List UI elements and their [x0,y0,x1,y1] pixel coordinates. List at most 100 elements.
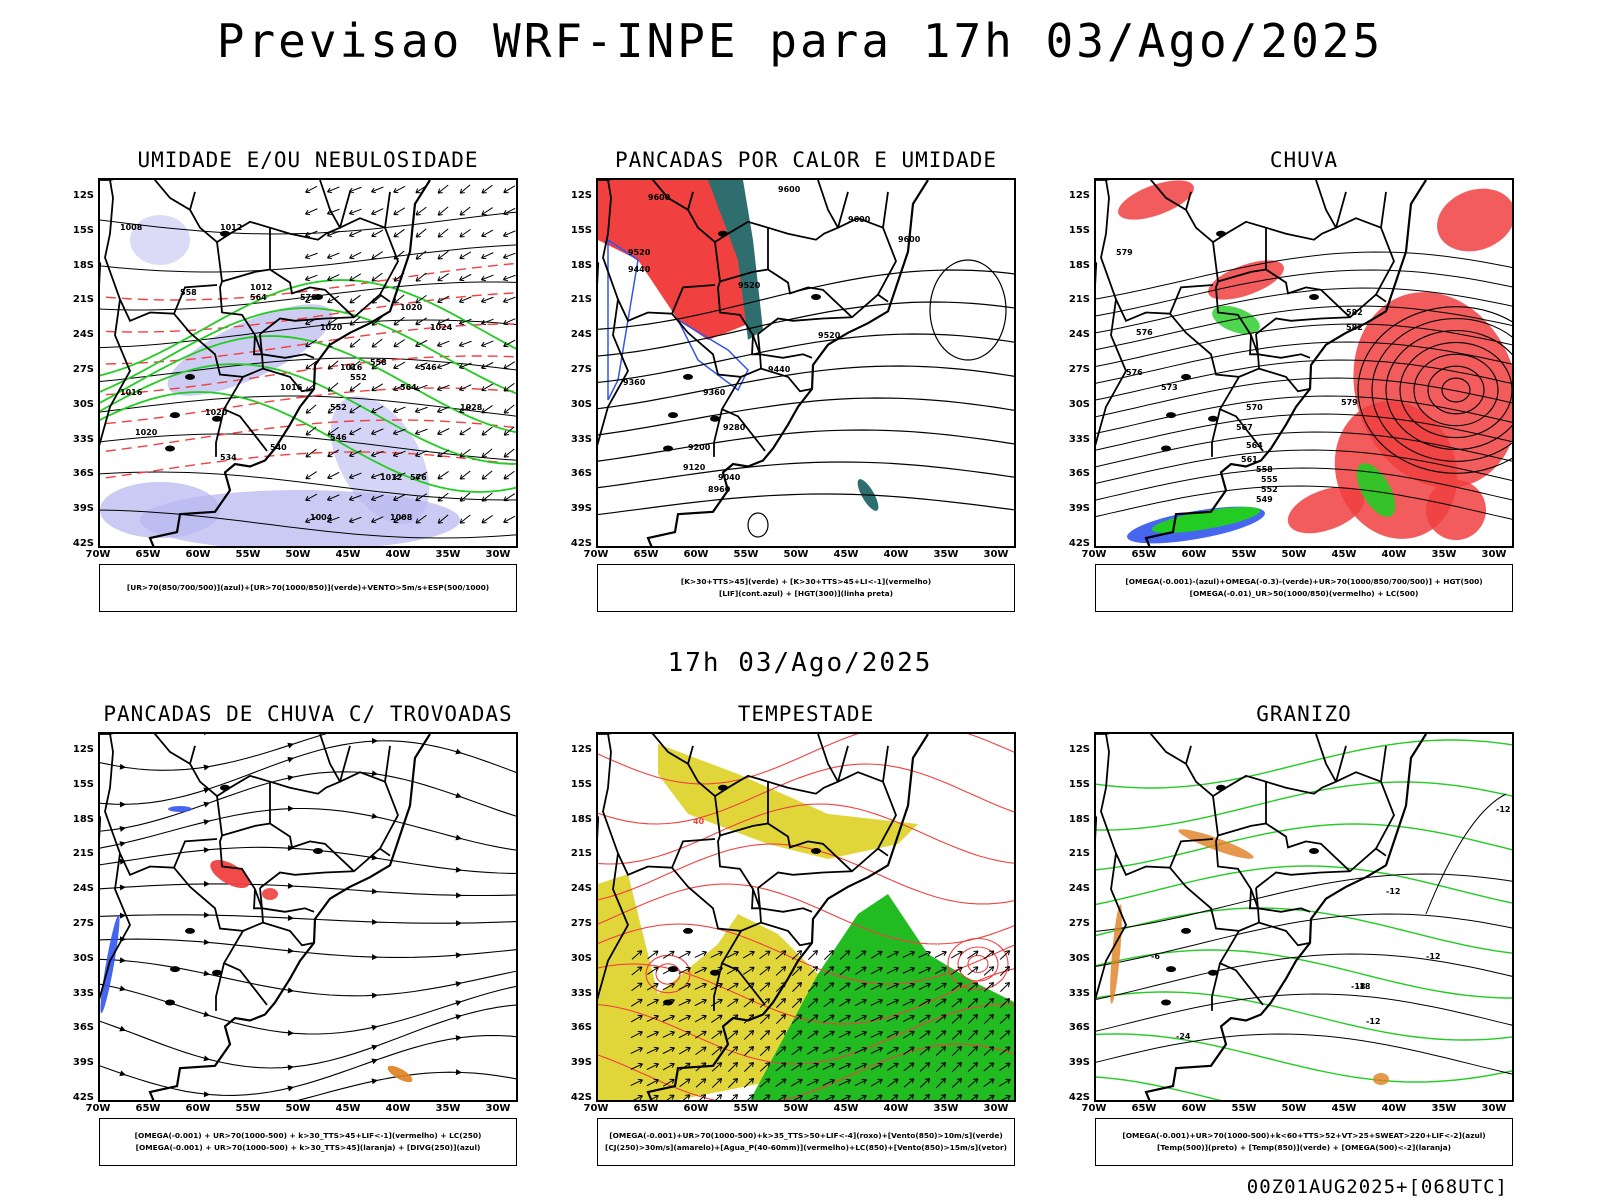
contour-label: 9360 [623,378,646,387]
border-line [269,227,355,318]
wind-vector [327,449,340,458]
lake [710,969,720,976]
wind-vector [838,1014,851,1023]
flow-arrow [287,805,294,812]
lat-tick-label: 27S [570,918,592,929]
wind-vector [838,1046,851,1054]
lon-tick-label: 70W [583,549,609,560]
wind-vector [503,404,515,414]
border-line [259,217,399,335]
wind-vector [678,966,691,974]
wind-vector [999,981,1011,993]
wind-vector [349,316,361,326]
wind-vector [919,1030,931,1040]
green-instability-area [708,180,763,340]
flow-arrow [119,1070,126,1077]
wind-vector [854,1078,867,1087]
humidity-blue-area [100,482,220,538]
contour-label: 582 [1346,323,1363,332]
wind-vector [791,965,803,976]
wind-vector [807,982,819,992]
flow-arrow [455,792,462,799]
contour-label: 1012 [220,223,242,232]
wind-vector [437,206,449,216]
border-line [671,867,742,932]
border-line [1258,921,1311,947]
lake [1216,230,1226,237]
wind-vector [502,252,516,260]
wind-vector [823,998,835,1008]
wind-vector [935,1062,947,1072]
wind-vector [436,384,450,392]
lon-tick-label: 50W [1281,549,1307,560]
wind-vector [983,1030,995,1040]
wind-vector [839,982,851,992]
wind-vector [458,340,472,348]
wind-vector [886,966,899,975]
flow-arrow [119,841,126,847]
temp500-black-contour [1096,993,1512,1032]
border-line [216,734,342,797]
wind-vector [630,1078,643,1086]
thickness-contour [100,419,516,453]
border-line [1211,962,1221,1011]
wind-vector [983,1013,995,1024]
border-line [1255,217,1395,335]
wind-vector [503,426,515,436]
lat-tick-label: 36S [1068,468,1090,480]
flow-arrow [203,1011,210,1017]
wind-vector [838,998,851,1007]
wind-vector [392,472,406,480]
wind-vector [414,428,428,436]
wind-vector [502,230,516,238]
lake [1208,415,1218,422]
wind-vector [935,1046,947,1056]
streamline [100,914,516,924]
wind-vector [870,950,883,959]
lon-tick-label: 30W [983,1103,1009,1114]
contour-label: 9520 [628,248,651,257]
wind-vector [371,405,384,414]
lat-tick-label: 33S [72,987,94,999]
wind-vector [630,998,643,1007]
wind-vector [742,950,755,959]
wind-vector [393,316,405,326]
wind-vector [662,1046,675,1055]
wind-vector [967,1094,979,1100]
east-coastline [1144,180,1427,546]
lake [1166,966,1176,973]
lon-tick-label: 35W [435,549,461,560]
flow-arrow [455,748,462,755]
wind-vector [998,1078,1011,1087]
contour-label: 558 [370,358,387,367]
fields: 40 [598,734,1014,1100]
legend-line: [OMEGA(-0.001)-(azul)+OMEGA(-0.3)-(verde… [1125,577,1483,586]
border-line [837,745,849,782]
lat-tick-label: 12S [570,190,592,201]
lake [165,999,175,1006]
wind-vector [662,1030,675,1038]
wind-vector [935,1077,947,1089]
wind-vector [934,950,947,959]
wind-vector [630,1094,643,1100]
border-line [100,853,131,1000]
lon-tick-label: 70W [85,549,111,560]
flow-arrow [287,882,294,889]
contour-label: 576 [1126,368,1143,377]
wind-vector [710,998,723,1007]
fields [100,734,516,1100]
wind-vector [415,339,428,348]
red-storm-area [262,888,278,900]
lat-tick-label: 33S [72,433,94,445]
lat-tick-label: 36S [570,468,592,480]
hgt500-contour [1096,431,1512,468]
wind-vector [480,274,494,282]
flow-arrow [455,1035,462,1042]
contour-label: 1020 [320,323,343,332]
border-line [173,313,244,378]
east-coastline [1144,734,1427,1100]
hgt300-contour [598,461,1014,489]
thickness-contour [100,292,516,333]
wind-vector [305,339,318,348]
border-line [719,268,769,283]
